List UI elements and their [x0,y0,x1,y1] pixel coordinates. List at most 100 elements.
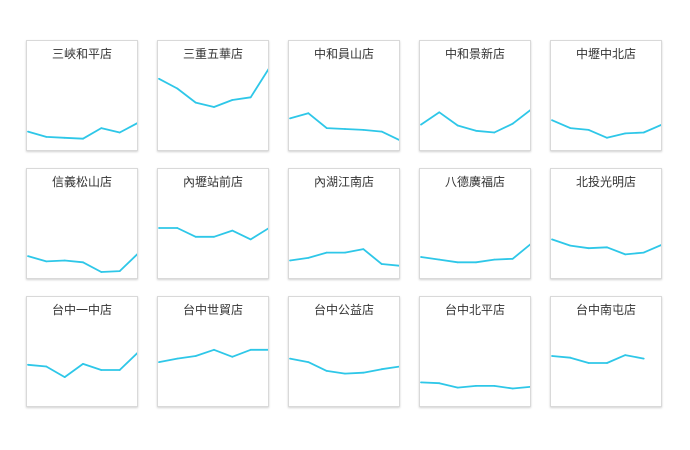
chart-title: 信義松山店 [51,175,112,189]
chart-plot [158,348,268,363]
data-point [551,119,553,122]
chart-title: 台中世貿店 [182,303,243,317]
data-point [399,140,400,142]
data-point [213,348,215,351]
data-point [194,355,197,357]
data-point [642,357,645,360]
data-point [493,131,496,134]
data-point [569,127,572,129]
chart-title: 中和景新店 [444,47,505,61]
chart-plot [158,67,269,108]
data-point [511,122,514,125]
data-point [63,259,66,262]
data-point [456,386,459,389]
data-point [642,251,645,254]
data-point [493,385,496,387]
series-line [289,357,399,375]
data-point [27,255,29,257]
chart-plot [289,112,400,142]
data-point [587,247,590,250]
series-line [551,354,644,364]
series-line [27,122,137,140]
data-point [325,251,328,254]
data-point [45,260,48,263]
chart-title: 三重五華店 [182,47,243,61]
chart-plot [551,119,661,139]
data-point [587,129,590,131]
data-point [158,77,160,80]
chart-title: 台中南屯店 [575,303,636,317]
chart-panel: 中壢中北店 [550,40,662,151]
chart-title: 台中公益店 [313,303,374,317]
chart-plot [27,122,138,140]
data-point [624,253,627,256]
chart-panel: 台中公益店 [288,296,400,407]
chart-plot [420,109,530,134]
data-point [569,356,572,359]
chart-plot [27,253,138,273]
data-point [587,362,590,364]
data-point [213,106,215,108]
chart-title: 北投光明店 [575,175,636,189]
data-point [194,101,197,104]
data-point [45,136,48,138]
data-point [63,376,66,378]
chart-title: 台中北平店 [444,303,505,317]
data-point [82,363,84,365]
chart-panel: 台中北平店 [419,296,531,407]
chart-plot [289,248,399,267]
data-point [45,365,48,368]
data-point [569,244,572,247]
chart-panel: 中和員山店 [288,40,400,151]
data-point [213,235,215,238]
data-point [493,258,496,261]
data-point [176,357,179,360]
data-point [27,363,29,366]
data-point [399,366,400,368]
data-point [137,352,138,354]
data-point [231,229,234,232]
data-point [344,128,346,130]
chart-panel: 北投光明店 [550,168,662,279]
data-point [420,123,422,126]
data-point [137,253,138,255]
chart-title: 八德廣福店 [444,175,505,189]
data-point [194,235,197,238]
data-point [325,127,328,129]
data-point [438,382,441,385]
chart-panel: 內壢站前店 [157,168,269,279]
chart-plot [551,238,662,256]
data-point [661,244,662,246]
data-point [137,122,138,124]
data-point [268,67,269,69]
series-line [420,109,530,134]
chart-plot [289,357,400,375]
series-line [158,348,268,363]
data-point [158,361,160,363]
data-point [456,124,459,127]
data-point [307,112,310,115]
data-point [325,370,328,372]
chart-plot [420,381,530,390]
data-point [289,259,291,262]
data-point [606,136,608,139]
data-point [530,243,531,245]
chart-panel: 台中世貿店 [157,296,269,407]
data-point [344,372,346,375]
chart-title: 台中一中店 [51,303,112,317]
data-point [551,355,553,357]
data-point [82,261,84,264]
data-point [158,227,160,229]
chart-plot [158,227,268,241]
chart-panel: 八德廣福店 [419,168,531,279]
data-point [344,251,346,254]
chart-plot [551,354,645,364]
data-point [362,248,365,250]
chart-panel: 台中南屯店 [550,296,662,407]
data-point [606,362,608,364]
chart-title: 內壢站前店 [182,175,243,189]
data-point [176,87,179,90]
data-point [289,357,291,360]
chart-panel: 台中一中店 [26,296,138,407]
